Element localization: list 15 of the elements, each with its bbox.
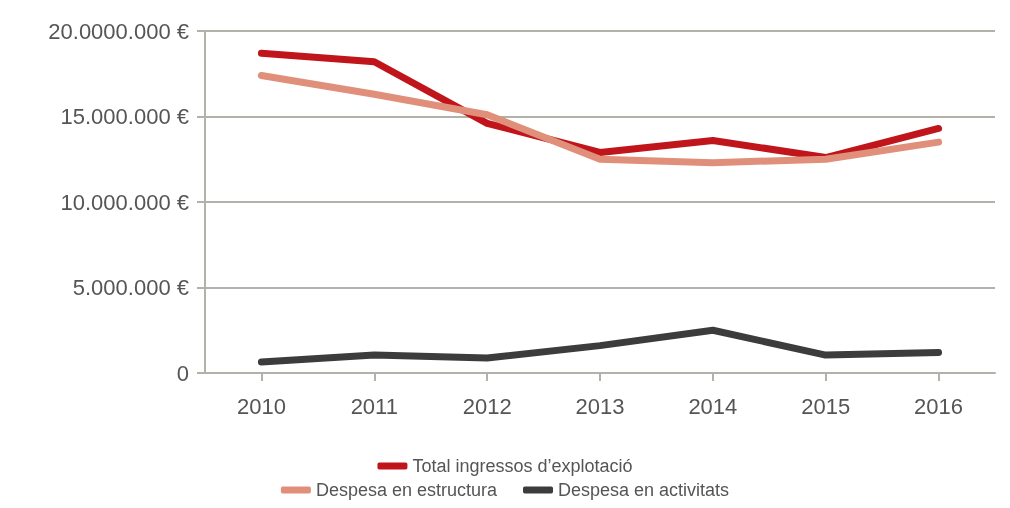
y-tick-label: 0 — [176, 360, 189, 386]
y-tick-label: 20.0000.000 € — [48, 18, 189, 44]
legend-label: Total ingressos d’explotació — [412, 456, 633, 476]
x-tick-label: 2012 — [462, 393, 512, 419]
y-tick-label: 5.000.000 € — [72, 275, 189, 300]
x-tick-label: 2010 — [236, 393, 286, 419]
x-tick-label: 2011 — [350, 393, 398, 419]
legend-label: Despesa en estructura — [315, 480, 498, 500]
y-tick-label: 15.000.000 € — [60, 104, 189, 129]
y-tick-label: 10.000.000 € — [60, 189, 189, 215]
x-tick-label: 2016 — [914, 393, 964, 419]
x-tick-label: 2014 — [688, 393, 738, 419]
x-tick-label: 2013 — [575, 393, 625, 419]
legend-label: Despesa en activitats — [558, 480, 730, 500]
x-tick-label: 2015 — [801, 393, 851, 419]
